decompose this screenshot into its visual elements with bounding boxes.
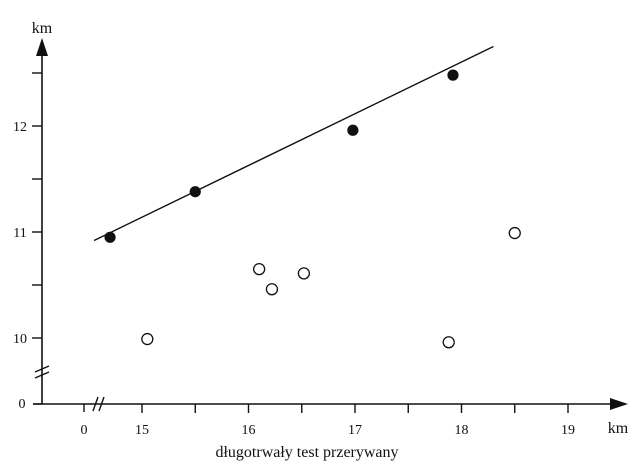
y-axis-arrow — [36, 38, 48, 56]
y-ticks: 10 11 12 — [13, 72, 42, 347]
y-tick-label: 11 — [13, 226, 26, 241]
open-point — [265, 283, 279, 296]
x-axis-arrow — [610, 398, 628, 410]
filled-point — [347, 124, 359, 136]
y-tick-label: 12 — [13, 120, 27, 135]
y-unit-label: km — [32, 20, 53, 37]
open-point — [508, 226, 521, 240]
trend-line-segment — [93, 45, 494, 242]
x-tick-label: 18 — [455, 423, 469, 438]
x-tick-label: 17 — [348, 423, 362, 438]
y-axis-break — [34, 365, 50, 379]
x-unit-label: km — [608, 420, 629, 437]
y-tick-label: 10 — [13, 332, 27, 347]
filled-point — [447, 69, 459, 81]
y-zero-label: 0 — [19, 397, 26, 412]
open-point — [297, 267, 311, 280]
open-point — [442, 336, 455, 349]
trend-line — [93, 45, 494, 242]
x-tick-label: 19 — [561, 423, 575, 438]
filled-point — [189, 186, 201, 198]
x-tick-label: 16 — [242, 423, 256, 438]
x-axis-title: długotrwały test przerywany — [215, 444, 398, 461]
x-tick-label: 15 — [135, 423, 149, 438]
x-ticks: 15 16 17 18 19 — [135, 404, 575, 438]
open-point — [141, 332, 154, 346]
x-axis-break — [92, 396, 105, 412]
open-point — [252, 262, 266, 276]
x-zero-label: 0 — [81, 423, 88, 438]
filled-point — [104, 231, 116, 243]
data-points — [104, 69, 521, 349]
